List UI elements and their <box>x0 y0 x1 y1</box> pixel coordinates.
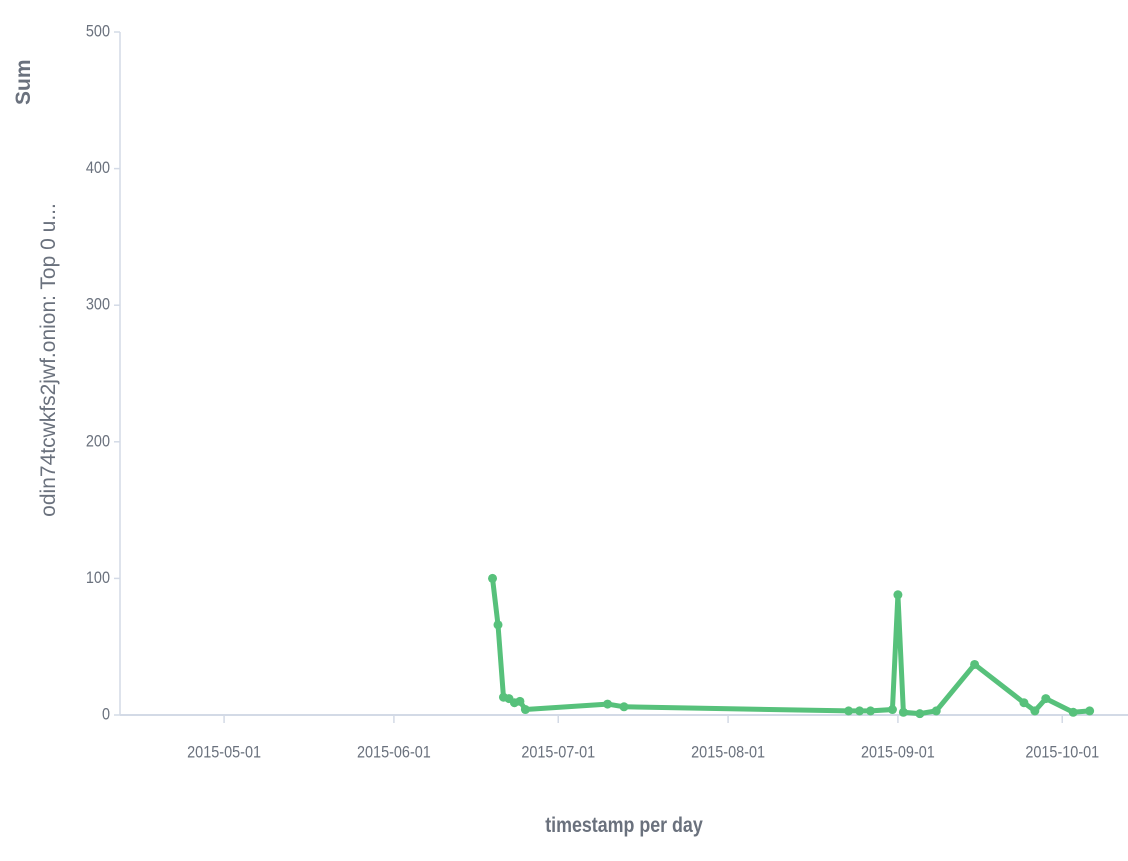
x-tick-label: 2015-09-01 <box>861 743 935 761</box>
data-point <box>619 702 629 712</box>
data-point <box>915 709 925 719</box>
data-point <box>844 706 854 716</box>
data-point <box>603 699 613 709</box>
data-point <box>1068 707 1078 717</box>
series-line <box>490 578 1090 717</box>
data-point <box>931 706 941 716</box>
y-axis-label: odin74tcwkfs2jwf.onion: Top 0 u... <box>37 203 60 517</box>
data-point <box>1085 706 1095 716</box>
x-tick-label: 2015-06-01 <box>357 743 431 761</box>
y-tick-label: 500 <box>86 22 110 40</box>
y-tick-label: 0 <box>102 705 110 723</box>
data-point <box>855 706 865 716</box>
data-point <box>893 590 903 600</box>
x-tick-label: 2015-10-01 <box>1025 743 1099 761</box>
x-tick-label: 2015-07-01 <box>521 743 595 761</box>
data-point <box>866 706 876 716</box>
x-tick-label: 2015-08-01 <box>691 743 765 761</box>
data-point <box>493 620 503 630</box>
data-point <box>898 707 908 717</box>
y-tick-label: 200 <box>86 432 110 450</box>
y-tick-label: 100 <box>86 569 110 587</box>
data-point <box>488 573 498 583</box>
y-tick-label: 300 <box>86 296 110 314</box>
data-point <box>887 705 897 715</box>
data-point <box>1019 698 1029 708</box>
data-point <box>970 659 980 669</box>
data-point <box>1030 706 1040 716</box>
x-axis-label: timestamp per day <box>545 814 703 838</box>
data-point <box>520 705 530 715</box>
y-axis-label: Sum <box>12 59 35 105</box>
data-point <box>515 696 525 706</box>
data-point <box>1041 694 1051 704</box>
y-tick-label: 400 <box>86 159 110 177</box>
x-tick-label: 2015-05-01 <box>187 743 261 761</box>
